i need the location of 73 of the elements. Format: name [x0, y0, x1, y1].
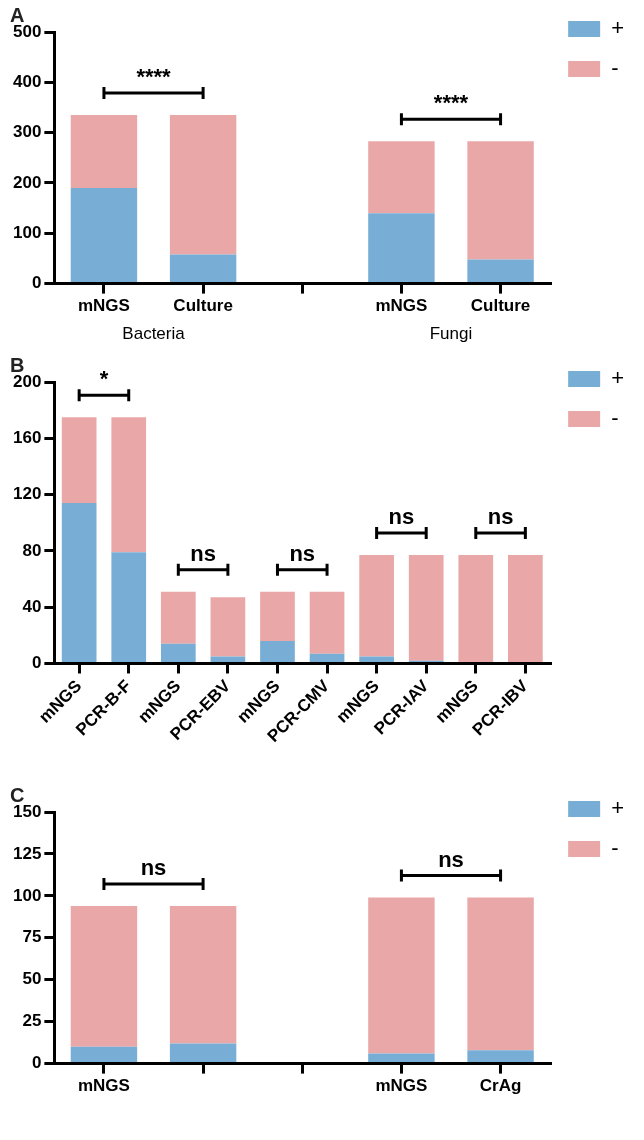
y-tick-label: 80	[22, 540, 42, 560]
annotation: *	[99, 366, 109, 392]
bar	[359, 555, 394, 657]
bar	[260, 591, 295, 641]
x-tick-label: mNGS	[77, 296, 130, 316]
legend-label: -	[611, 835, 619, 861]
bar	[70, 905, 138, 1047]
legend-label: -	[611, 405, 619, 431]
bar	[359, 656, 394, 662]
y-tick-label: 25	[22, 1011, 42, 1031]
legend-label: +	[611, 365, 625, 391]
bar	[508, 555, 543, 662]
y-tick-label: 125	[12, 843, 42, 863]
bar	[368, 141, 435, 214]
y-tick-label: 120	[12, 484, 42, 504]
legend-label: +	[611, 15, 625, 41]
bar	[368, 213, 435, 283]
x-tick-label: CrAg	[479, 1076, 522, 1096]
y-tick-label: 300	[12, 122, 42, 142]
annotation: ns	[487, 504, 514, 530]
bar	[169, 115, 237, 255]
annotation: ****	[136, 64, 172, 90]
y-tick-label: 400	[12, 72, 42, 92]
bar	[309, 591, 345, 654]
x-tick-label: mNGS	[77, 1076, 130, 1096]
bar	[61, 503, 97, 662]
y-tick-label: 100	[12, 222, 42, 242]
legend-label: -	[611, 55, 619, 81]
bar	[467, 897, 534, 1051]
bar	[408, 555, 444, 661]
bar	[160, 591, 196, 644]
bar	[61, 417, 97, 504]
y-tick-label: 200	[12, 172, 42, 192]
y-tick-label: 100	[12, 885, 42, 905]
bar	[70, 1046, 138, 1063]
bar	[210, 597, 246, 657]
y-tick-label: 160	[12, 427, 42, 447]
annotation: ns	[190, 540, 216, 566]
bar	[169, 254, 237, 283]
text: Fungi	[429, 324, 473, 344]
annotation: ns	[140, 854, 167, 880]
bar	[368, 897, 435, 1054]
y-tick-label: 0	[31, 1053, 42, 1073]
x-tick-label: mNGS	[375, 1076, 428, 1096]
text: Bacteria	[122, 324, 186, 344]
y-tick-label: 50	[22, 969, 42, 989]
annotation: ns	[289, 540, 316, 566]
bar	[467, 1050, 534, 1063]
annotation: ns	[438, 846, 464, 872]
y-tick-label: 75	[22, 927, 42, 947]
bar	[111, 417, 147, 553]
bar	[169, 1043, 237, 1063]
bar	[169, 905, 237, 1044]
y-tick-label: 40	[22, 596, 42, 616]
x-tick-label: Culture	[470, 296, 531, 316]
bar	[210, 656, 246, 662]
bar	[458, 555, 494, 662]
annotation: ****	[433, 90, 469, 116]
bar	[260, 640, 295, 662]
bar	[368, 1053, 435, 1063]
x-tick-label: mNGS	[375, 296, 428, 316]
annotation: ns	[388, 504, 415, 530]
bar	[70, 187, 138, 283]
bar	[111, 552, 147, 662]
bar	[160, 643, 196, 662]
legend-label: +	[611, 795, 625, 821]
bar	[309, 653, 345, 662]
bar	[70, 115, 138, 188]
y-tick-label: 0	[31, 653, 42, 673]
bar	[467, 259, 534, 283]
x-tick-label: Culture	[173, 296, 233, 316]
bar	[467, 141, 534, 260]
y-tick-label: 0	[31, 273, 42, 293]
